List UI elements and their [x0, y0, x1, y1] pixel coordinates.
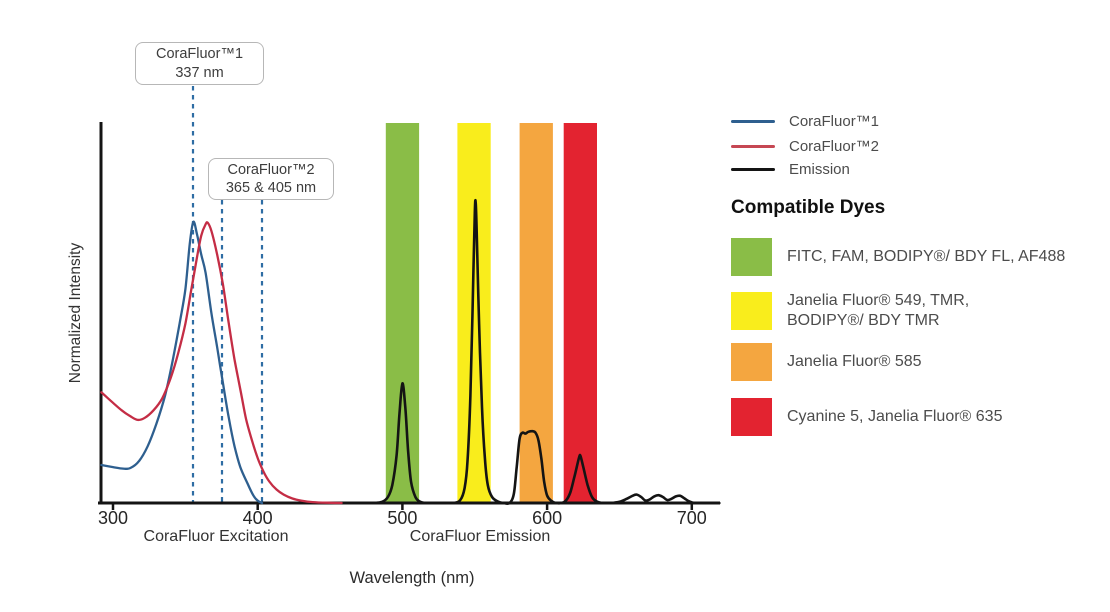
callout-corafluor2-title: CoraFluor™2 [227, 161, 315, 178]
legend-label-1: CoraFluor™2 [789, 137, 880, 155]
legend-label-2: Emission [789, 160, 850, 178]
legend-line-swatch-2 [731, 167, 775, 171]
legend-entry-2: Emission [731, 160, 850, 178]
legend-entry-1: CoraFluor™2 [731, 137, 879, 155]
x-region-label-excitation: CoraFluor Excitation [143, 528, 289, 545]
band-filter-Cy5-JF635 [563, 123, 597, 503]
callout-corafluor2: CoraFluor™2 365 & 405 nm [208, 158, 334, 200]
dye-label-3: Cyanine 5, Janelia Fluor® 635 [787, 407, 1002, 427]
callout-corafluor1: CoraFluor™1 337 nm [135, 42, 264, 85]
dye-label-3-line-0: Cyanine 5, Janelia Fluor® 635 [787, 408, 1003, 426]
series-curve-0 [100, 220, 264, 505]
dye-label-1-line-1: BODIPY®/ BDY TMR [787, 311, 940, 329]
dye-color-swatch-0 [731, 238, 772, 276]
dye-color-swatch-3 [731, 398, 772, 436]
x-tick-label-700: 700 [676, 508, 707, 528]
dye-row-0: FITC, FAM, BODIPY®/ BDY FL, AF488 [731, 238, 1065, 276]
dye-label-1-line-0: Janelia Fluor® 549, TMR, [787, 292, 970, 309]
dye-label-2: Janelia Fluor® 585 [787, 352, 922, 372]
dye-label-2-line-0: Janelia Fluor® 585 [787, 353, 922, 371]
dye-row-2: Janelia Fluor® 585 [731, 343, 922, 381]
dye-color-swatch-1 [731, 291, 772, 330]
compatible-dyes-title: Compatible Dyes [731, 197, 886, 218]
legend-line-swatch-0 [731, 119, 775, 123]
legend-line-swatch-1 [731, 144, 775, 148]
dye-row-1: Janelia Fluor® 549, TMR, BODIPY®/ BDY TMR [731, 291, 969, 330]
x-axis-label: Wavelength (nm) [349, 569, 475, 587]
band-filter-JF549-TMR-BODIPY-TMR [457, 123, 491, 503]
x-tick-label-400: 400 [242, 508, 273, 528]
band-filter-FITC-FAM-BODIPY-FL-AF488 [385, 123, 420, 503]
x-tick-label-500: 500 [387, 508, 418, 528]
dye-label-0: FITC, FAM, BODIPY®/ BDY FL, AF488 [787, 247, 1065, 267]
callout-corafluor2-value: 365 & 405 nm [225, 180, 317, 196]
x-tick-label-300: 300 [97, 508, 129, 528]
callout-corafluor1-title: CoraFluor™1 [155, 46, 244, 62]
callout-corafluor1-value: 337 nm [175, 64, 224, 81]
x-tick-label-600: 600 [532, 508, 563, 528]
dye-label-0-line-0: FITC, FAM, BODIPY®/ BDY FL, AF488 [787, 248, 1066, 266]
dye-color-swatch-2 [731, 343, 772, 381]
dye-row-3: Cyanine 5, Janelia Fluor® 635 [731, 398, 1002, 436]
series-curve-2 [372, 198, 721, 506]
band-filter-JF585 [519, 123, 553, 503]
dye-label-1: Janelia Fluor® 549, TMR, BODIPY®/ BDY TMR [787, 291, 969, 330]
legend-entry-0: CoraFluor™1 [731, 112, 879, 130]
legend-label-0: CoraFluor™1 [789, 112, 880, 130]
x-region-label-emission: CoraFluor Emission [409, 528, 551, 545]
series-curve-1 [100, 221, 343, 505]
y-axis-label: Normalized Intensity [67, 242, 84, 384]
